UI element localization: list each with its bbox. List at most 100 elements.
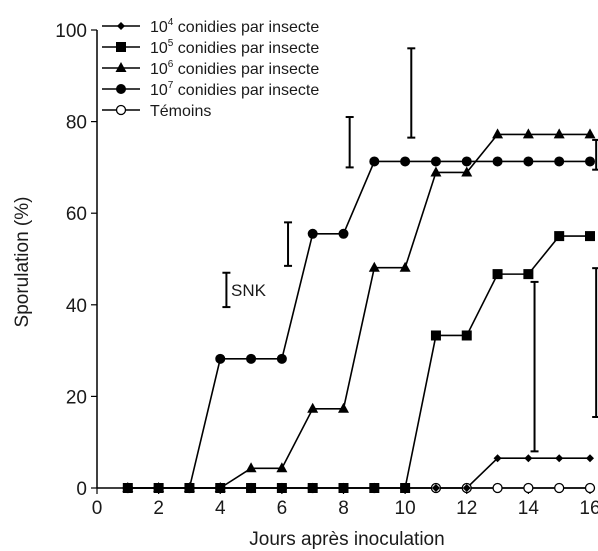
- series-1-point-16: [586, 454, 594, 463]
- annotation-1: SNK: [231, 281, 267, 300]
- series-lines: [127, 133, 590, 489]
- series-2-point-8: [338, 483, 349, 493]
- tick-marks: [91, 29, 591, 494]
- x-tick-label-2: 2: [153, 498, 164, 519]
- series-3-point-14: [522, 128, 534, 139]
- x-tick-label-14: 14: [518, 498, 540, 519]
- series-4-point-8: [338, 228, 349, 239]
- x-tick-label-8: 8: [338, 498, 349, 519]
- series-2-point-6: [276, 483, 287, 493]
- series-line-3: [127, 133, 590, 489]
- legend-label: 106 conidies par insecte: [150, 59, 319, 78]
- x-tick-label-4: 4: [215, 498, 226, 519]
- y-tick-label-80: 80: [66, 113, 87, 134]
- series-3-point-16: [584, 128, 596, 139]
- series-2-point-10: [400, 483, 411, 493]
- series-5-point-16: [584, 482, 596, 494]
- legend-label: Témoins: [150, 103, 211, 120]
- series-2-point-16: [585, 231, 595, 242]
- series-2-point-15: [554, 231, 565, 242]
- x-tick-label-16: 16: [579, 498, 598, 519]
- series-4-point-11: [430, 156, 441, 167]
- snk-bar-5: [530, 280, 539, 453]
- x-axis-title: Jours après inoculation: [249, 529, 444, 550]
- snk-bar-4: [407, 47, 416, 139]
- series-1-point-12: [462, 484, 471, 492]
- series-4-point-7: [307, 228, 318, 239]
- snk-bar-3: [345, 116, 354, 169]
- x-tick-label-10: 10: [395, 498, 416, 519]
- series-3-point-13: [492, 128, 504, 139]
- legend-marker: [116, 84, 126, 94]
- y-tick-label-60: 60: [66, 204, 87, 225]
- series-2-point-5: [246, 483, 257, 493]
- series-line-4: [127, 160, 590, 489]
- series-3-point-5: [245, 462, 257, 473]
- series-1-point-13: [493, 454, 502, 463]
- y-tick-label-100: 100: [55, 21, 87, 42]
- series-4-point-9: [369, 156, 380, 167]
- series-4-point-16: [585, 156, 595, 167]
- legend-label: 105 conidies par insecte: [150, 38, 319, 57]
- series-4-point-14: [523, 156, 534, 167]
- series-1-point-14: [524, 454, 533, 463]
- snk-bars: [222, 47, 598, 453]
- annotations: SNK: [231, 281, 267, 300]
- series-5-point-13: [492, 482, 503, 494]
- legend-entry-1: 104 conidies par insecte: [102, 17, 319, 36]
- axes: [96, 30, 590, 489]
- series-2-point-7: [307, 483, 318, 493]
- series-2-point-9: [369, 483, 380, 493]
- legend-entry-4: 107 conidies par insecte: [102, 80, 319, 99]
- series-1-point-15: [555, 454, 564, 463]
- series-line-1: [127, 457, 590, 489]
- x-tick-label-12: 12: [456, 498, 477, 519]
- legend-entry-2: 105 conidies par insecte: [102, 38, 319, 57]
- x-tick-labels: 0 2 4 6 8 10 12 14 16: [92, 498, 598, 519]
- series-4-point-3: [184, 483, 195, 493]
- legend-marker: [116, 42, 126, 52]
- series-1-point-11: [431, 484, 440, 492]
- snk-bar-7: [592, 138, 598, 171]
- series-3-point-4: [214, 482, 226, 492]
- series-4-point-15: [554, 156, 565, 167]
- x-tick-label-6: 6: [277, 498, 288, 519]
- legend-marker: [115, 104, 127, 116]
- legend-entry-5: Témoins: [102, 103, 211, 120]
- legend-label: 104 conidies par insecte: [150, 17, 319, 36]
- series-markers: [122, 128, 596, 494]
- legend-marker: [115, 62, 127, 72]
- y-tick-label-0: 0: [76, 479, 87, 500]
- legend-label: 107 conidies par insecte: [150, 80, 319, 99]
- series-3-point-8: [338, 402, 349, 413]
- series-line-2: [127, 235, 590, 489]
- series-5-point-15: [554, 482, 565, 494]
- series-4-point-13: [492, 156, 503, 167]
- series-3-point-10: [399, 261, 411, 272]
- series-3-point-7: [307, 402, 319, 413]
- series-2-point-13: [492, 269, 503, 280]
- snk-bar-1: [222, 271, 231, 309]
- series-3-point-11: [430, 166, 442, 177]
- y-tick-label-20: 20: [66, 387, 87, 408]
- series-2-point-12: [461, 330, 472, 341]
- snk-bar-6: [592, 267, 598, 419]
- series-3-point-6: [276, 462, 288, 473]
- series-4-point-5: [246, 353, 257, 364]
- legend-marker: [117, 22, 125, 30]
- snk-bar-2: [284, 221, 293, 267]
- series-2-point-14: [523, 269, 534, 280]
- series-4-point-10: [400, 156, 411, 167]
- series-3-point-12: [461, 166, 473, 177]
- series-3-point-9: [368, 261, 380, 272]
- series-4-point-1: [122, 483, 133, 493]
- legend-entry-3: 106 conidies par insecte: [102, 59, 319, 78]
- series-3-point-15: [553, 128, 565, 139]
- legend: 104 conidies par insecte 105 conidies par…: [102, 17, 319, 120]
- series-4-point-12: [461, 156, 472, 167]
- y-tick-label-40: 40: [66, 296, 87, 317]
- y-axis-title: Sporulation (%): [12, 197, 33, 328]
- series-5-point-14: [523, 482, 534, 494]
- series-4-point-6: [276, 353, 287, 364]
